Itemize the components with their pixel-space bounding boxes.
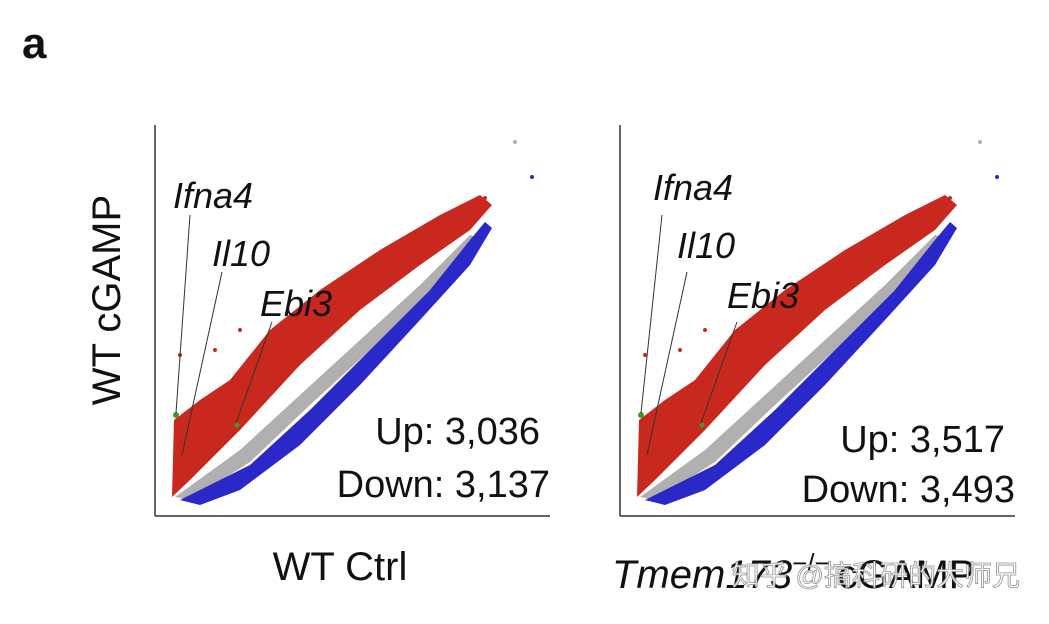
up-count: Up: 3,517	[840, 419, 1005, 461]
watermark: 知乎 @搞科研的大师兄	[732, 560, 1020, 591]
leader-lines	[175, 214, 273, 456]
y-label: WT cGAMP	[85, 195, 129, 405]
panel-label: a	[22, 19, 47, 68]
x-label-gene: Tmem173	[612, 553, 792, 597]
gene-label: Ebi3	[260, 283, 332, 324]
panel: WT cGAMP WT Ctrl Ifna4 Il10 Ebi3 Up: 3,0…	[85, 125, 550, 589]
panel: Ifna4 Il10 Ebi3 Up: 3,517 Down: 3,493	[619, 125, 1015, 517]
x-label-sup: −/−	[792, 548, 830, 578]
down-count: Down: 3,493	[802, 469, 1015, 511]
gene-label: Ifna4	[173, 175, 253, 216]
gene-label: Il10	[677, 225, 735, 266]
x-label-rest: cGAMP	[838, 553, 976, 597]
gene-label: Ifna4	[653, 167, 733, 208]
gene-label: Il10	[212, 233, 270, 274]
gene-label: Ebi3	[727, 275, 799, 316]
down-count: Down: 3,137	[337, 464, 550, 506]
x-label: WT Ctrl	[273, 545, 408, 589]
up-count: Up: 3,036	[375, 411, 540, 453]
leader-lines	[640, 214, 738, 456]
x-label: Tmem173−/− cGAMP	[612, 548, 975, 597]
